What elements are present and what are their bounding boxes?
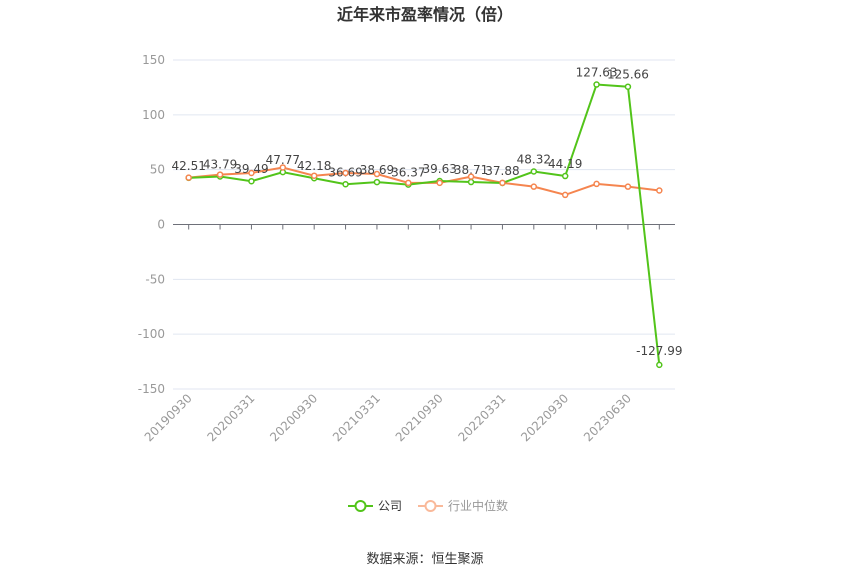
data-point [373, 178, 381, 186]
y-tick-label: -150 [138, 382, 165, 396]
x-tick-label: 20200930 [267, 391, 320, 444]
x-tick-label: 20210930 [393, 391, 446, 444]
y-tick-label: 100 [142, 108, 165, 122]
data-label: 125.66 [607, 68, 649, 82]
data-label: 42.18 [297, 159, 331, 173]
data-point [561, 191, 569, 199]
data-point [499, 179, 506, 187]
legend-marker [424, 500, 437, 512]
data-point [624, 183, 632, 190]
data-point [467, 178, 475, 186]
data-point [405, 179, 412, 187]
data-point [185, 174, 192, 181]
data-label: 44.19 [548, 157, 582, 171]
data-point [342, 181, 349, 188]
series-line [188, 83, 661, 365]
data-label: 43.79 [203, 157, 237, 171]
data-point [373, 170, 381, 178]
x-tick-label: 20200331 [204, 391, 257, 444]
legend-label: 公司 [378, 499, 402, 513]
data-point [656, 361, 663, 369]
data-point [530, 168, 538, 175]
data-label: 39.63 [423, 162, 457, 176]
data-point [624, 83, 632, 90]
data-point [279, 164, 287, 171]
x-tick-label: 20220930 [518, 391, 571, 444]
data-point [310, 172, 318, 179]
chart-title: 近年来市盈率情况（倍） [337, 5, 513, 24]
x-tick-label: 20210331 [330, 391, 383, 444]
data-point [593, 81, 600, 88]
legend-marker [354, 500, 367, 512]
data-label: 38.69 [360, 163, 394, 177]
x-tick-label: 20230630 [581, 391, 634, 444]
data-point [248, 177, 255, 185]
source-text: 数据来源：恒生聚源 [366, 552, 483, 567]
legend-label: 行业中位数 [448, 498, 508, 513]
data-label: 42.51 [172, 159, 206, 173]
data-label: 48.32 [517, 153, 551, 167]
data-point [342, 169, 349, 177]
data-label: 37.88 [485, 164, 519, 178]
data-label: -127.99 [636, 344, 682, 358]
y-tick-label: -100 [138, 327, 165, 341]
y-tick-label: -50 [145, 272, 165, 286]
data-label: 127.63 [576, 66, 618, 80]
x-tick-label: 20190930 [142, 391, 195, 444]
y-tick-label: 50 [150, 163, 165, 177]
data-point [593, 180, 600, 188]
data-label: 36.37 [391, 166, 425, 180]
data-label: 47.77 [266, 153, 300, 167]
data-point [248, 169, 255, 177]
data-point [467, 173, 475, 180]
data-point [656, 187, 663, 194]
data-label: 38.71 [454, 163, 488, 177]
data-label: 39.49 [234, 162, 268, 176]
y-tick-label: 0 [157, 218, 165, 232]
data-point [561, 172, 569, 180]
data-point [216, 171, 224, 178]
data-point [436, 179, 443, 187]
x-tick-label: 20220331 [455, 391, 508, 444]
y-tick-label: 150 [142, 53, 165, 67]
data-point [530, 183, 538, 190]
